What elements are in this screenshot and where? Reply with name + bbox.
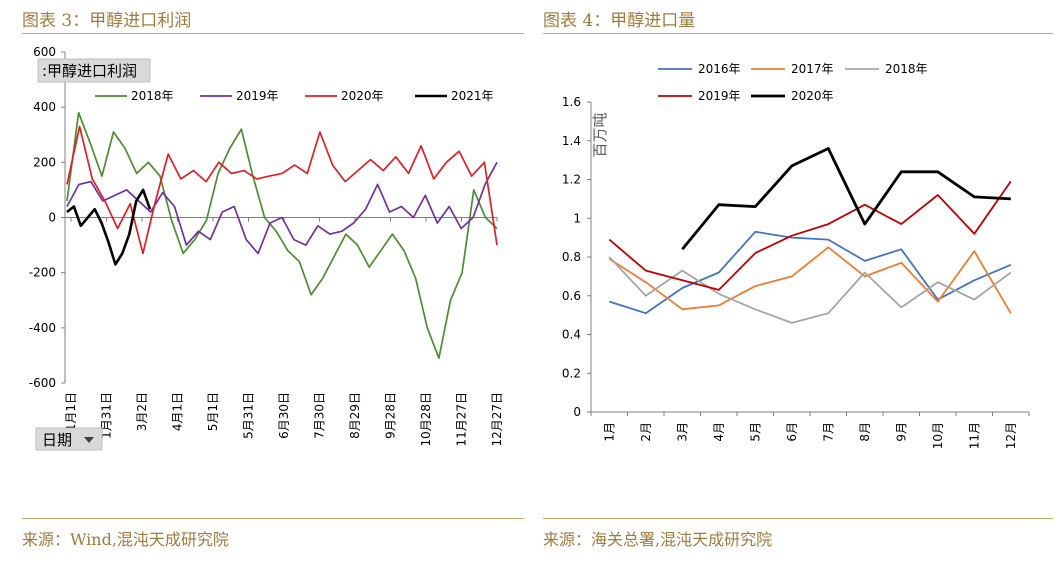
x-tick-label: 7月 [821,422,835,442]
right-figure-title: 图表 4：甲醇进口量 [543,11,696,31]
x-tick-label: 6月30日 [277,392,291,439]
x-tick-label: 10月 [931,422,945,449]
date-filter-button[interactable] [35,427,103,451]
right-chart: 1.6 1.4 1.2 1 0.8 0.6 0.4 0.2 0 1月 2月 3月 4月 5月 6月 7月 8月 9… [562,62,1030,449]
x-tick-label: 4月1日 [171,392,185,431]
series-line-2019 [608,180,1012,291]
legend-label-2021: 2021年 [451,89,494,103]
y-tick-label: -600 [29,376,56,390]
left-footer-divider [22,518,524,519]
dropdown-arrow-icon [84,437,94,443]
left-title-divider [22,33,524,34]
x-tick-label: 1月 [602,422,616,442]
legend-label-2020: 2020年 [791,89,834,103]
x-tick-label: 7月30日 [313,392,327,439]
y-tick-label: 0.8 [562,250,581,264]
series-line-2017 [608,246,1012,314]
series-line-2018 [608,256,1012,324]
x-tick-label: 3月2日 [135,392,149,431]
left-chart: 600 400 200 0 -200 -400 -600 1月1日 1月31日 3月2日 4月1日 5… [29,45,504,451]
y-tick-label: 1.6 [562,95,581,109]
x-tick-label: 9月28日 [384,392,398,439]
y-tick-label: 0 [573,405,581,419]
legend-label-2016: 2016年 [698,62,741,76]
y-tick-label: 1.2 [562,173,581,187]
x-tick-label: 5月 [748,422,762,442]
series-line-2020 [66,125,498,255]
series-line-2018 [66,111,498,360]
left-source-note: 来源：Wind,混沌天成研究院 [22,530,229,549]
right-title-divider [543,33,1053,34]
x-tick-label: 8月29日 [348,392,362,439]
x-tick-label: 5月31日 [242,392,256,439]
x-tick-label: 1月1日 [64,392,78,431]
left-figure-title: 图表 3：甲醇进口利润 [22,11,192,31]
x-tick-label: 2月 [639,422,653,442]
legend-label-2019: 2019年 [698,89,741,103]
right-source-note: 来源：海关总署,混沌天成研究院 [543,530,773,549]
y-tick-label: 400 [33,100,56,114]
x-tick-label: 5月1日 [206,392,220,431]
x-tick-label: 3月 [675,422,689,442]
y-tick-label: 1.4 [562,134,581,148]
x-tick-label: 6月 [785,422,799,442]
right-footer-divider [543,518,1053,519]
x-tick-label: 4月 [712,422,726,442]
y-tick-label: 600 [33,45,56,59]
legend-label-2020: 2020年 [341,89,384,103]
chart-title-box [37,58,151,83]
y-tick-label: -200 [29,266,56,280]
legend-label-2018: 2018年 [131,89,174,103]
x-tick-label: 11月27日 [455,392,469,447]
series-line-2019 [66,161,498,255]
y-tick-label: -400 [29,321,56,335]
chart-title-text: :甲醇进口利润 [42,62,137,80]
x-tick-label: 1月31日 [100,392,114,439]
y-tick-label: 0 [48,211,56,225]
x-tick-label: 8月 [858,422,872,442]
legend-label-2017: 2017年 [791,62,834,76]
date-filter-label: 日期 [42,431,72,449]
y-tick-label: 0.2 [562,366,581,380]
y-axis-title: 百万吨 [591,112,609,157]
y-tick-label: 0.4 [562,328,581,342]
y-tick-label: 0.6 [562,289,581,303]
series-line-2021 [66,188,152,266]
series-line-2020 [681,147,1011,251]
x-tick-label: 12月27日 [490,392,504,447]
x-tick-label: 11月 [967,422,981,449]
y-tick-label: 200 [33,155,56,169]
series-line-2016 [609,230,1012,315]
legend-label-2019: 2019年 [236,89,279,103]
legend-label-2018: 2018年 [885,62,928,76]
x-tick-label: 10月28日 [419,392,433,447]
x-tick-label: 12月 [1004,422,1018,449]
x-tick-label: 9月 [894,422,908,442]
y-tick-label: 1 [573,211,581,225]
